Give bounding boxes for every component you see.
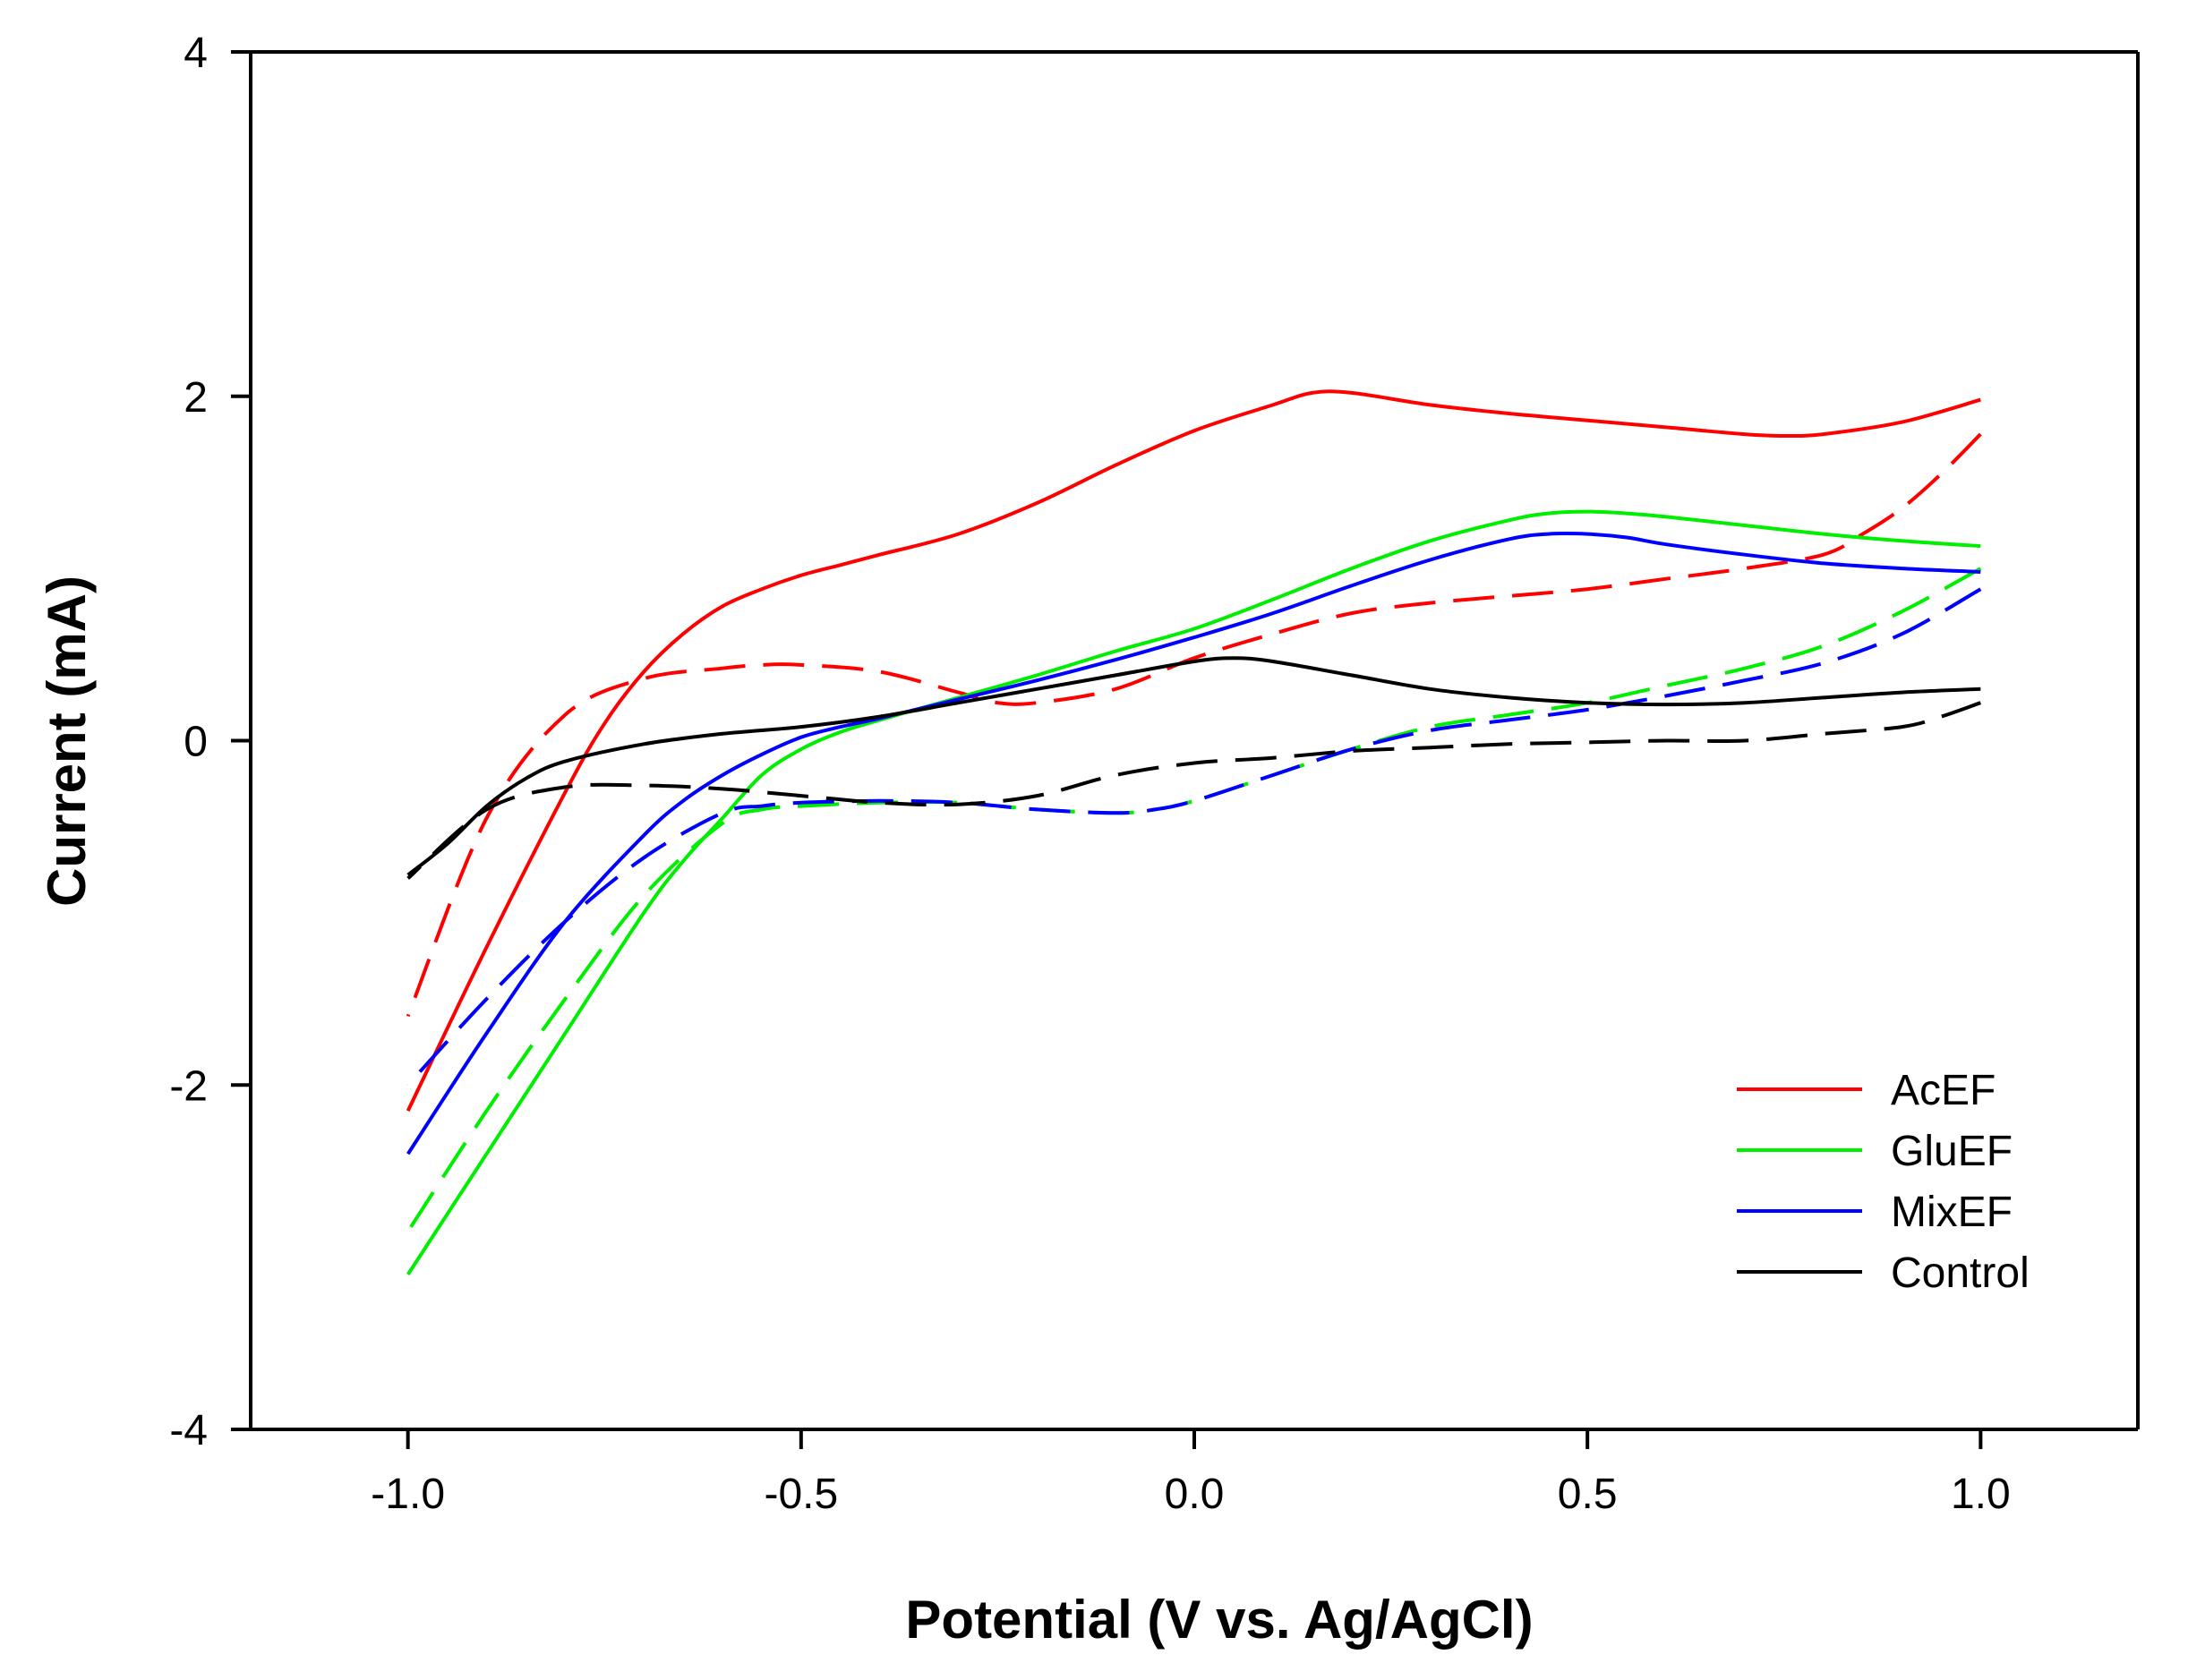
y-tick-label: -2: [169, 1062, 208, 1110]
series-line-gluef: [406, 509, 1981, 1275]
series-line-control: [406, 656, 1981, 877]
legend-label-control: Control: [1891, 1249, 2030, 1297]
y-tick-label: 2: [184, 374, 208, 422]
y-tick-label: 4: [184, 30, 208, 77]
series-line-acef-reverse: [406, 432, 1982, 1018]
series-line-mixef: [406, 532, 1981, 1156]
x-tick-label: 0.0: [1165, 1471, 1225, 1518]
series-line-acef: [406, 389, 1981, 1112]
series-line-control-reverse: [406, 701, 1981, 880]
legend-label-mixef: MixEF: [1891, 1189, 2013, 1236]
legend-label-gluef: GluEF: [1891, 1128, 2013, 1175]
x-tick-label: -0.5: [764, 1471, 838, 1518]
legend: AcEF GluEF MixEF Control: [1737, 1067, 2030, 1297]
axes-layer: -1.0 -0.5 0.0 0.5 1.0 -4 -2 0 2 4: [169, 30, 2140, 1518]
series-layer: [406, 389, 1982, 1275]
y-tick-label: -4: [169, 1407, 208, 1454]
x-axis-title: Potential (V vs. Ag/AgCl): [905, 1590, 1533, 1650]
y-axis-title: Current (mA): [37, 576, 97, 907]
series-line-gluef-reverse: [406, 567, 1982, 1232]
y-tick-label: 0: [184, 719, 208, 766]
x-tick-label: -1.0: [371, 1471, 445, 1518]
legend-label-acef: AcEF: [1891, 1067, 1996, 1114]
x-tick-label: 1.0: [1951, 1471, 2011, 1518]
series-line-mixef-reverse: [406, 587, 1982, 1087]
x-tick-label: 0.5: [1558, 1471, 1618, 1518]
